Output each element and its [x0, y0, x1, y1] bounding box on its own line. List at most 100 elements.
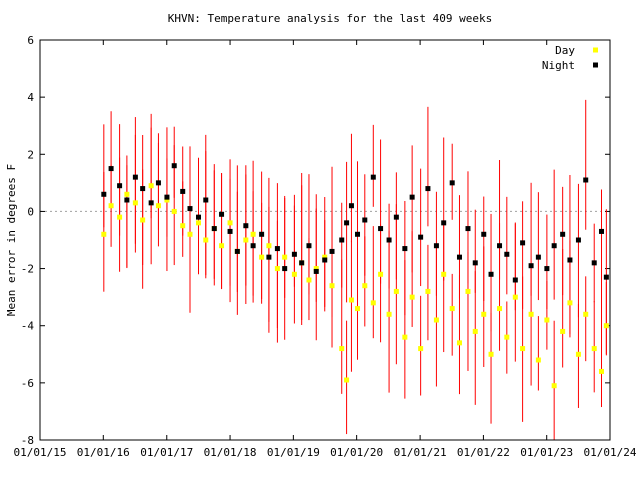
day-point [291, 271, 297, 277]
day-point [250, 231, 256, 237]
night-point [187, 206, 193, 212]
night-point [355, 231, 361, 237]
night-point [299, 260, 305, 266]
night-point [266, 254, 272, 260]
day-point [441, 271, 447, 277]
day-point [329, 283, 335, 289]
x-tick-label: 01/01/17 [140, 446, 193, 459]
night-point [575, 237, 581, 243]
x-tick-label: 01/01/22 [457, 446, 510, 459]
day-point [195, 220, 201, 226]
night-point [117, 183, 123, 189]
day-point [282, 254, 288, 260]
day-point [481, 311, 487, 317]
night-point [393, 214, 399, 220]
night-point [171, 163, 177, 169]
day-point [117, 214, 123, 220]
day-point [520, 346, 526, 352]
night-point [560, 231, 566, 237]
night-point [274, 246, 280, 252]
day-point [535, 357, 541, 363]
night-point [488, 271, 494, 277]
x-tick-label: 01/01/24 [584, 446, 637, 459]
day-point [551, 383, 557, 389]
night-point [234, 248, 240, 254]
night-point [583, 177, 589, 183]
day-point [362, 283, 368, 289]
night-point [497, 243, 503, 249]
x-tick-label: 01/01/20 [330, 446, 383, 459]
night-point [449, 180, 455, 186]
day-point [322, 254, 328, 260]
night-point [441, 220, 447, 226]
day-point [155, 203, 161, 209]
day-point [583, 311, 589, 317]
y-tick-label: 2 [27, 148, 34, 161]
night-point [329, 248, 335, 254]
day-point [393, 288, 399, 294]
y-tick-label: 6 [27, 34, 34, 47]
chart-title: KHVN: Temperature analysis for the last … [168, 12, 493, 25]
night-point [456, 254, 462, 260]
day-point [124, 191, 130, 197]
night-point [535, 254, 541, 260]
night-point [567, 257, 573, 263]
night-point [418, 234, 424, 240]
night-point [250, 243, 256, 249]
night-point [362, 217, 368, 223]
night-point [219, 211, 225, 217]
day-point [567, 300, 573, 306]
day-point [425, 288, 431, 294]
night-point [465, 226, 471, 232]
day-point [348, 297, 354, 303]
night-point [243, 223, 249, 229]
night-point [195, 214, 201, 220]
night-point [148, 200, 154, 206]
day-point [266, 243, 272, 249]
plot-frame [39, 39, 611, 441]
night-point [306, 243, 312, 249]
day-point [259, 254, 265, 260]
y-tick-label: -6 [21, 377, 34, 390]
night-point [402, 246, 408, 252]
day-point [148, 183, 154, 189]
day-point [101, 231, 107, 237]
night-point [155, 180, 161, 186]
day-point [378, 271, 384, 277]
day-point [599, 368, 605, 374]
night-point [313, 268, 319, 274]
day-point [409, 294, 415, 300]
night-point [140, 186, 146, 192]
day-point [575, 351, 581, 357]
night-point [544, 266, 550, 272]
night-point [603, 274, 609, 280]
day-point [227, 220, 233, 226]
day-point [108, 203, 114, 209]
night-point [132, 174, 138, 180]
y-tick-label: -8 [21, 434, 34, 447]
day-point [339, 346, 345, 352]
plot-area: 6 4 2 0 -2 -4 -6 -801/01/15 01/01/16 01/01/17 01/0… [14, 34, 637, 459]
day-point [140, 217, 146, 223]
day-point [402, 334, 408, 340]
night-point [322, 257, 328, 263]
legend-label-day: Day [555, 44, 575, 57]
y-tick-label: -4 [21, 320, 35, 333]
day-point [472, 328, 478, 334]
night-point [551, 243, 557, 249]
night-point [386, 237, 392, 243]
day-point [560, 328, 566, 334]
day-point [456, 340, 462, 346]
x-tick-label: 01/01/23 [520, 446, 573, 459]
day-point [219, 243, 225, 249]
night-point [203, 197, 209, 203]
y-axis-label: Mean error in degrees F [5, 164, 18, 316]
x-tick-label: 01/01/21 [394, 446, 447, 459]
night-point [591, 260, 597, 266]
y-tick-label: 4 [27, 91, 34, 104]
day-point [544, 317, 550, 323]
day-point [180, 223, 186, 229]
day-point [497, 306, 503, 312]
night-point [108, 166, 114, 172]
day-point [418, 346, 424, 352]
